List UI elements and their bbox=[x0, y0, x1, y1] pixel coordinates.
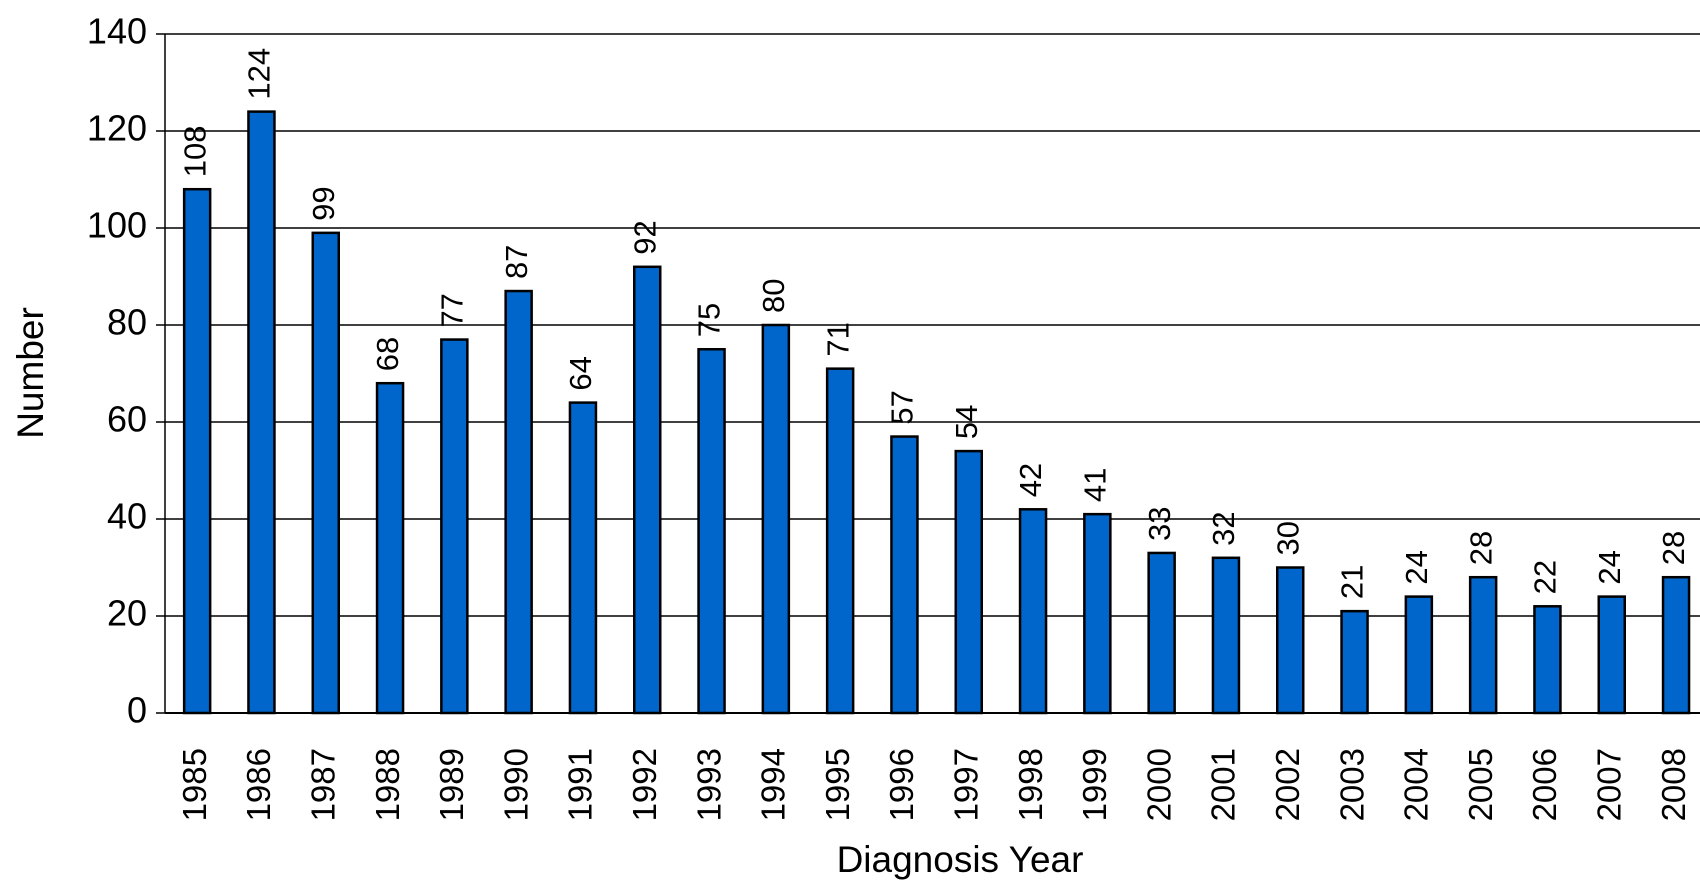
value-label: 99 bbox=[306, 186, 341, 220]
bar bbox=[1533, 605, 1562, 715]
x-tick-label: 1990 bbox=[497, 748, 534, 821]
x-tick-label: 1987 bbox=[304, 748, 341, 821]
value-label: 22 bbox=[1528, 560, 1563, 594]
value-label: 92 bbox=[627, 220, 662, 254]
bar bbox=[1018, 508, 1048, 715]
x-tick-label: 2008 bbox=[1655, 748, 1692, 821]
value-label: 41 bbox=[1078, 468, 1113, 502]
value-label: 21 bbox=[1335, 565, 1370, 599]
bar bbox=[890, 435, 919, 715]
value-label: 68 bbox=[370, 337, 405, 371]
bar bbox=[247, 110, 276, 715]
y-tick-label: 0 bbox=[127, 690, 147, 731]
bar bbox=[697, 348, 726, 715]
x-tick-label: 2007 bbox=[1590, 748, 1627, 821]
x-tick-label: 1991 bbox=[562, 748, 599, 821]
value-label: 24 bbox=[1399, 550, 1434, 584]
x-tick-label: 2006 bbox=[1526, 748, 1563, 821]
value-label: 42 bbox=[1013, 463, 1048, 497]
bar bbox=[1211, 556, 1241, 715]
x-tick-label: 1998 bbox=[1012, 748, 1049, 821]
value-label: 57 bbox=[885, 390, 920, 424]
y-axis-title: Number bbox=[10, 307, 51, 439]
bar bbox=[954, 449, 983, 715]
bar bbox=[440, 338, 469, 715]
bar bbox=[1468, 575, 1498, 715]
x-tick-label: 1989 bbox=[433, 748, 470, 821]
x-tick-label: 2005 bbox=[1462, 748, 1499, 821]
x-tick-label: 1988 bbox=[369, 748, 406, 821]
bar bbox=[568, 401, 598, 715]
value-label: 28 bbox=[1656, 531, 1691, 565]
value-label: 54 bbox=[949, 405, 984, 439]
y-tick-label: 100 bbox=[87, 205, 147, 246]
x-tick-label: 1996 bbox=[883, 748, 920, 821]
x-tick-label: 1993 bbox=[690, 748, 727, 821]
y-tick-label: 120 bbox=[87, 108, 147, 149]
x-tick-label: 2001 bbox=[1205, 748, 1242, 821]
bar bbox=[182, 187, 212, 715]
value-label: 28 bbox=[1463, 531, 1498, 565]
bar bbox=[633, 265, 662, 715]
x-tick-label: 1992 bbox=[626, 748, 663, 821]
bar bbox=[761, 323, 791, 715]
bar bbox=[375, 381, 405, 715]
value-label: 33 bbox=[1142, 506, 1177, 540]
x-tick-label: 2004 bbox=[1398, 748, 1435, 821]
value-label: 24 bbox=[1592, 550, 1627, 584]
x-tick-label: 1995 bbox=[819, 748, 856, 821]
bar bbox=[1661, 575, 1691, 715]
value-label: 75 bbox=[692, 303, 727, 337]
value-label: 30 bbox=[1270, 521, 1305, 555]
y-tick-label: 80 bbox=[107, 302, 147, 343]
x-tick-label: 1985 bbox=[176, 748, 213, 821]
x-tick-label: 1999 bbox=[1076, 748, 1113, 821]
bar bbox=[1276, 566, 1305, 715]
bar bbox=[311, 231, 340, 715]
x-tick-label: 1986 bbox=[240, 748, 277, 821]
value-label: 87 bbox=[499, 245, 534, 279]
x-tick-label: 1994 bbox=[755, 748, 792, 821]
bar bbox=[825, 367, 855, 715]
value-label: 80 bbox=[756, 279, 791, 313]
bar bbox=[1404, 595, 1434, 715]
y-tick-label: 60 bbox=[107, 399, 147, 440]
x-tick-label: 2000 bbox=[1140, 748, 1177, 821]
x-axis-title: Diagnosis Year bbox=[837, 839, 1084, 880]
bar bbox=[1083, 512, 1112, 715]
x-tick-label: 2002 bbox=[1269, 748, 1306, 821]
bar bbox=[1147, 551, 1176, 715]
value-label: 124 bbox=[242, 48, 277, 100]
bar bbox=[1597, 595, 1626, 715]
x-tick-label: 1997 bbox=[947, 748, 984, 821]
value-label: 64 bbox=[563, 356, 598, 390]
value-label: 108 bbox=[177, 125, 212, 177]
value-label: 77 bbox=[435, 293, 470, 327]
value-label: 71 bbox=[820, 322, 855, 356]
y-tick-label: 40 bbox=[107, 496, 147, 537]
x-tick-label: 2003 bbox=[1333, 748, 1370, 821]
value-label: 32 bbox=[1206, 511, 1241, 545]
y-tick-label: 140 bbox=[87, 11, 147, 52]
bar bbox=[504, 289, 533, 715]
y-tick-label: 20 bbox=[107, 593, 147, 634]
bar bbox=[1340, 609, 1369, 715]
